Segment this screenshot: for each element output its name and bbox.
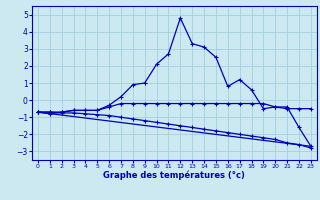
X-axis label: Graphe des températures (°c): Graphe des températures (°c) [103, 171, 245, 180]
